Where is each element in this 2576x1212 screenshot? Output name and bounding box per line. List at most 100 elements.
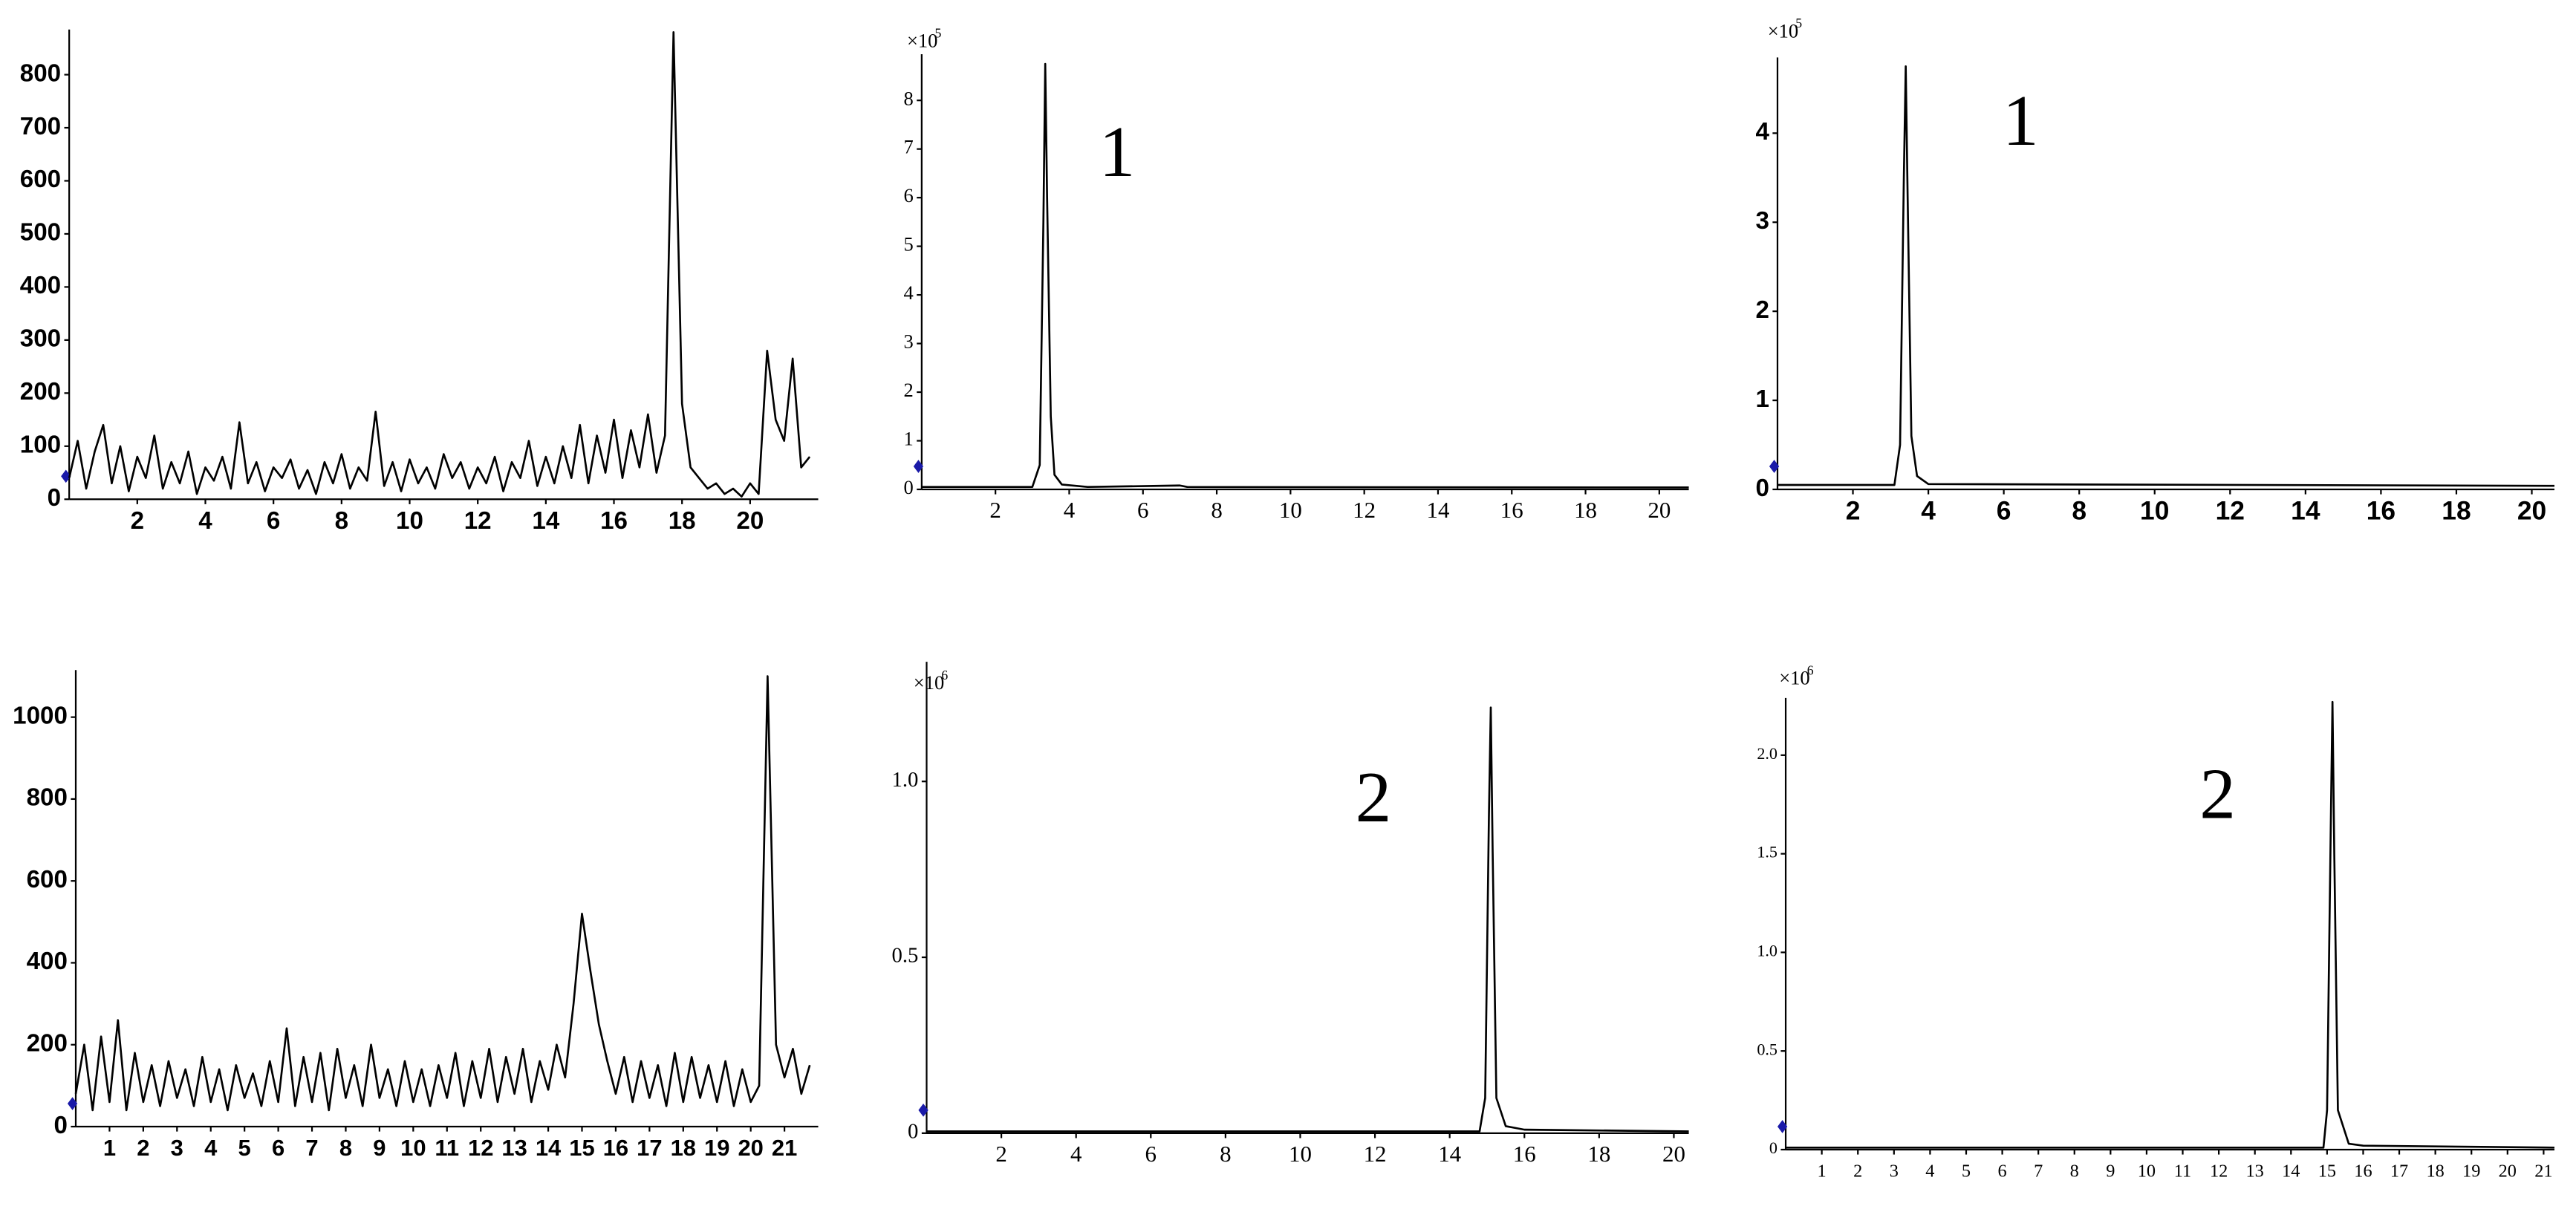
y-tick-label: 0.5 bbox=[892, 944, 919, 968]
trace bbox=[1777, 65, 2554, 487]
x-tick-label: 4 bbox=[1070, 1141, 1082, 1167]
x-tick-label: 2 bbox=[131, 507, 144, 535]
x-tick-label: 1 bbox=[1818, 1162, 1827, 1182]
trace bbox=[921, 62, 1689, 489]
y-tick-label: 4 bbox=[1755, 118, 1769, 146]
x-tick-label: 15 bbox=[2318, 1162, 2336, 1182]
peak-annotation: 2 bbox=[2199, 754, 2236, 834]
y-tick-label: 1.0 bbox=[1757, 941, 1777, 960]
x-tick-label: 6 bbox=[1145, 1141, 1157, 1167]
x-tick-label: 9 bbox=[373, 1135, 386, 1161]
x-tick-label: 18 bbox=[2442, 496, 2471, 525]
x-tick-label: 21 bbox=[2534, 1162, 2552, 1182]
x-tick-label: 7 bbox=[2034, 1162, 2043, 1182]
x-tick-label: 3 bbox=[1890, 1162, 1899, 1182]
y-tick-label: 2.0 bbox=[1757, 744, 1777, 763]
x-tick-label: 14 bbox=[2282, 1162, 2300, 1182]
x-tick-label: 12 bbox=[1353, 497, 1376, 523]
trace bbox=[74, 675, 811, 1112]
y-tick-label: 200 bbox=[27, 1030, 68, 1058]
scale-exponent: 6 bbox=[941, 668, 948, 682]
x-tick-label: 2 bbox=[995, 1141, 1006, 1167]
y-tick-label: 3 bbox=[1755, 207, 1769, 235]
x-tick-label: 16 bbox=[1500, 497, 1523, 523]
y-tick-label: 1000 bbox=[13, 702, 68, 729]
x-tick-label: 18 bbox=[2426, 1162, 2444, 1182]
x-tick-label: 2 bbox=[1846, 496, 1861, 525]
y-tick-label: 0 bbox=[53, 1112, 67, 1139]
y-tick-label: 0 bbox=[904, 476, 914, 498]
y-tick-label: 1.0 bbox=[892, 768, 919, 792]
peak-annotation: 2 bbox=[1356, 758, 1392, 838]
baseline-marker bbox=[61, 469, 71, 483]
y-tick-label: 7 bbox=[904, 136, 914, 158]
y-tick-label: 0.5 bbox=[1757, 1040, 1777, 1058]
y-tick-label: 600 bbox=[20, 166, 61, 193]
y-tick-label: 4 bbox=[904, 281, 914, 304]
x-tick-label: 4 bbox=[1921, 496, 1936, 525]
trace bbox=[68, 31, 811, 498]
x-tick-label: 12 bbox=[464, 507, 492, 535]
y-tick-label: 0 bbox=[1769, 1138, 1777, 1157]
x-tick-label: 16 bbox=[1513, 1141, 1536, 1167]
x-tick-label: 6 bbox=[1997, 1162, 2006, 1182]
scale-multiplier: ×10 bbox=[1779, 667, 1809, 689]
y-tick-label: 100 bbox=[20, 431, 61, 459]
x-tick-label: 14 bbox=[536, 1135, 562, 1161]
x-tick-label: 4 bbox=[204, 1135, 218, 1161]
x-tick-label: 2 bbox=[137, 1135, 149, 1161]
y-tick-label: 8 bbox=[904, 87, 914, 109]
x-tick-label: 19 bbox=[704, 1135, 729, 1161]
y-tick-label: 800 bbox=[27, 784, 68, 812]
y-tick-label: 1 bbox=[1755, 385, 1769, 413]
scale-exponent: 6 bbox=[1807, 663, 1814, 678]
x-tick-label: 6 bbox=[1997, 496, 2011, 525]
x-tick-label: 12 bbox=[2210, 1162, 2228, 1182]
x-tick-label: 16 bbox=[603, 1135, 628, 1161]
x-tick-label: 17 bbox=[637, 1135, 662, 1161]
y-tick-label: 600 bbox=[27, 866, 68, 893]
y-tick-label: 0 bbox=[48, 484, 61, 512]
y-tick-label: 400 bbox=[20, 272, 61, 299]
x-tick-label: 20 bbox=[738, 1135, 763, 1161]
x-tick-label: 4 bbox=[1064, 497, 1075, 523]
scale-exponent: 5 bbox=[1795, 16, 1802, 30]
x-tick-label: 13 bbox=[2246, 1162, 2264, 1182]
x-tick-label: 18 bbox=[669, 507, 696, 535]
trace bbox=[1786, 700, 2554, 1149]
y-tick-label: 400 bbox=[27, 948, 68, 975]
scale-exponent: 5 bbox=[935, 26, 942, 41]
x-tick-label: 11 bbox=[2174, 1162, 2191, 1182]
x-tick-label: 18 bbox=[1574, 497, 1597, 523]
x-tick-label: 16 bbox=[2367, 496, 2396, 525]
x-tick-label: 2 bbox=[989, 497, 1001, 523]
trace bbox=[926, 706, 1689, 1133]
baseline-marker bbox=[67, 1097, 78, 1110]
x-tick-label: 20 bbox=[1662, 1141, 1685, 1167]
y-tick-label: 6 bbox=[904, 184, 914, 206]
x-tick-label: 9 bbox=[2106, 1162, 2115, 1182]
x-tick-label: 12 bbox=[468, 1135, 493, 1161]
y-tick-label: 1.5 bbox=[1757, 843, 1777, 861]
x-tick-label: 4 bbox=[198, 507, 212, 535]
x-tick-label: 10 bbox=[396, 507, 423, 535]
x-tick-label: 12 bbox=[1364, 1141, 1387, 1167]
baseline-marker bbox=[918, 1104, 928, 1117]
x-tick-label: 21 bbox=[772, 1135, 797, 1161]
y-tick-label: 2 bbox=[904, 379, 914, 401]
x-tick-label: 14 bbox=[1426, 497, 1449, 523]
x-tick-label: 8 bbox=[1220, 1141, 1231, 1167]
y-tick-label: 0 bbox=[908, 1119, 918, 1143]
x-tick-label: 19 bbox=[2462, 1162, 2480, 1182]
x-tick-label: 15 bbox=[569, 1135, 594, 1161]
x-tick-label: 14 bbox=[2291, 496, 2320, 525]
x-tick-label: 2 bbox=[1853, 1162, 1862, 1182]
x-tick-label: 5 bbox=[238, 1135, 251, 1161]
x-tick-label: 16 bbox=[600, 507, 628, 535]
y-tick-label: 2 bbox=[1755, 296, 1769, 324]
y-tick-label: 5 bbox=[904, 233, 914, 255]
x-tick-label: 18 bbox=[1587, 1141, 1610, 1167]
x-tick-label: 17 bbox=[2390, 1162, 2408, 1182]
x-tick-label: 20 bbox=[1648, 497, 1671, 523]
